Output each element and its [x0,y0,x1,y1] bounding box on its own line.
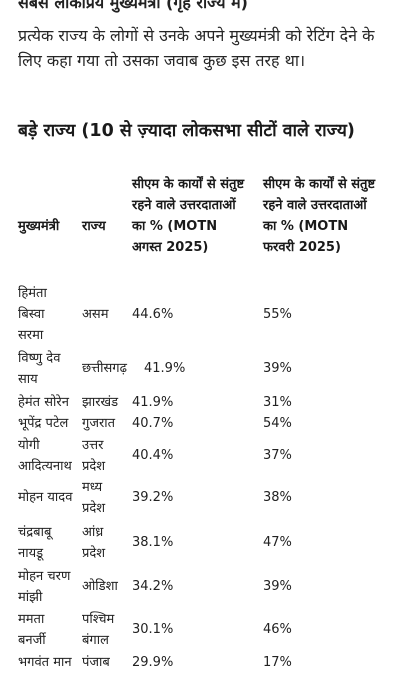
cm-name: मोहन चरण मांझी [18,569,71,605]
header-feb: सीएम के कार्यों से संतुष्ट रहने वाले उत्… [263,177,376,255]
state-name: पश्चिम बंगाल [82,612,115,648]
feb-value: 17% [263,655,292,670]
cm-name: चंद्रबाबू नायडू [18,525,52,561]
state-name: गुजरात [82,416,116,431]
aug-value: 39.2% [132,490,174,505]
feb-value: 47% [263,535,292,550]
cm-name: विष्णु देव साय [18,351,61,387]
aug-value: 44.6% [132,307,174,322]
state-name: पंजाब [82,655,110,670]
top-title: सबसे लोकप्रिय मुख्यमंत्री (गृह राज्य में… [18,0,248,12]
cm-name: मोहन यादव [18,490,73,505]
state-name: आंध्र प्रदेश [82,525,106,561]
feb-value: 54% [263,416,292,431]
feb-value: 39% [263,579,292,594]
aug-value: 40.7% [132,416,174,431]
cm-name: भगवंत मान [18,655,72,670]
cm-name: ममता बनर्जी [18,612,46,648]
aug-value: 38.1% [132,535,174,550]
header-aug: सीएम के कार्यों से संतुष्ट रहने वाले उत्… [132,177,245,255]
feb-value: 31% [263,395,292,410]
state-name: मध्य प्रदेश [82,480,106,516]
state-name: ओडिशा [82,579,118,594]
section-heading: बड़े राज्य (10 से ज़्यादा लोकसभा सीटों व… [18,121,355,141]
feb-value: 46% [263,622,292,637]
aug-value: 30.1% [132,622,174,637]
cm-name: भूपेंद्र पटेल [18,416,69,431]
aug-value: 40.4% [132,448,174,463]
header-cm: मुख्यमंत्री [18,219,60,234]
aug-value: 41.9% [144,361,186,376]
cm-name: योगी आदित्यनाथ [18,438,72,474]
aug-value: 41.9% [132,395,174,410]
feb-value: 37% [263,448,292,463]
intro-paragraph: प्रत्येक राज्य के लोगों से उनके अपने मुख… [18,26,375,70]
aug-value: 34.2% [132,579,174,594]
cm-name: हिमंता बिस्वा सरमा [18,286,47,343]
state-name: असम [82,307,109,322]
feb-value: 39% [263,361,292,376]
header-state: राज्य [82,219,106,234]
state-name: झारखंड [82,395,119,410]
state-name: उत्तर प्रदेश [82,438,106,474]
cm-name: हेमंत सोरेन [18,395,69,410]
feb-value: 38% [263,490,292,505]
feb-value: 55% [263,307,292,322]
state-name: छत्तीसगढ़ [82,361,127,376]
aug-value: 29.9% [132,655,174,670]
